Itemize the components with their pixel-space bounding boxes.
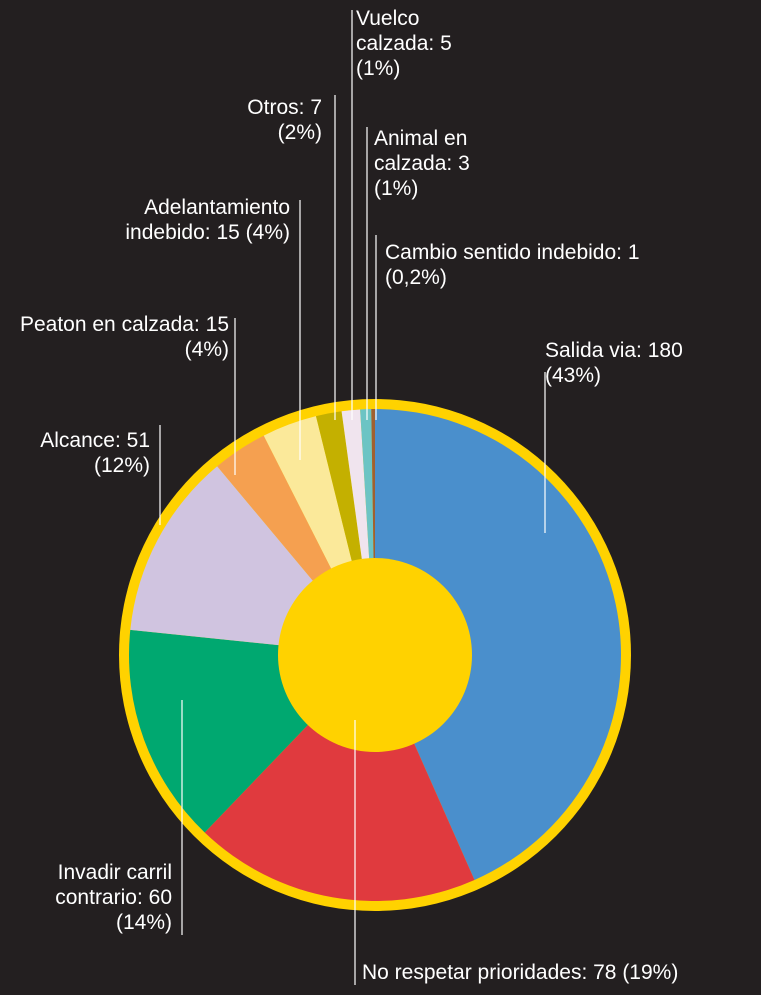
slice <box>204 655 475 902</box>
value-label: 51 (12%) <box>93 429 150 477</box>
category-label: Cambio sentido indebido: <box>385 241 622 264</box>
slice-label: Invadir carril contrario: 60 (14%) <box>12 860 172 935</box>
value-label: 15 (4%) <box>216 221 290 244</box>
slice-label: Cambio sentido indebido: 1 (0,2%) <box>385 240 685 290</box>
slice-label: Alcance: 51 (12%) <box>40 428 150 478</box>
category-label: Salida via: <box>545 339 642 362</box>
value-label: 5 (1%) <box>356 32 452 80</box>
value-label: 78 (19%) <box>593 961 679 984</box>
value-label: 7 (2%) <box>277 96 322 144</box>
slice-label: Otros: 7 (2%) <box>232 95 322 145</box>
slice-label: Vuelco calzada: 5 (1%) <box>356 6 456 81</box>
category-label: Adelantamiento indebido: <box>125 196 290 244</box>
slice-label: No respetar prioridades: 78 (19%) <box>362 960 761 985</box>
value-label: 3 (1%) <box>374 152 470 200</box>
category-label: Invadir carril contrario: <box>55 861 172 909</box>
slice-label: Animal en calzada: 3 (1%) <box>374 126 489 201</box>
category-label: Animal en calzada: <box>374 127 468 175</box>
category-label: Peaton en calzada: <box>19 313 200 336</box>
category-label: Alcance: <box>40 429 121 452</box>
slice-label: Peaton en calzada: 15 (4%) <box>0 312 229 362</box>
category-label: Otros: <box>247 96 305 119</box>
center-hole <box>278 558 472 752</box>
category-label: Vuelco calzada: <box>356 7 435 55</box>
value-label: 1 (0,2%) <box>385 241 640 289</box>
value-label: 60 (14%) <box>115 886 172 934</box>
slice-label: Adelantamiento indebido: 15 (4%) <box>90 195 290 245</box>
slice <box>375 409 621 880</box>
slice-label: Salida via: 180 (43%) <box>545 338 695 388</box>
category-label: No respetar prioridades: <box>362 961 588 984</box>
value-label: 15 (4%) <box>184 313 229 361</box>
value-label: 180 (43%) <box>545 339 683 387</box>
